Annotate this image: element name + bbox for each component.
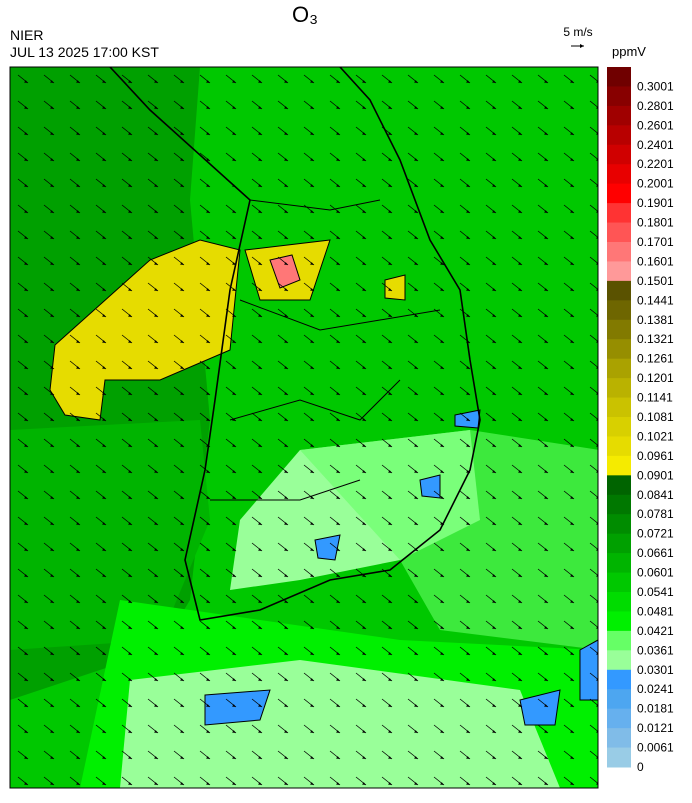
colorbar-label: 0.0541 <box>637 585 674 599</box>
colorbar-band <box>607 203 631 224</box>
colorbar-label: 0.0661 <box>637 546 674 560</box>
colorbar-band <box>607 397 631 418</box>
title: O₃ <box>292 2 318 27</box>
colorbar-label: 0.0241 <box>637 682 674 696</box>
colorbar-band <box>607 689 631 710</box>
colorbar-label: 0.2201 <box>637 157 674 171</box>
colorbar-label: 0.0781 <box>637 507 674 521</box>
colorbar: 0.3001 0.2801 0.2601 0.2401 0.2201 0.2001 0.19… <box>607 67 674 774</box>
colorbar-label: 0.1321 <box>637 332 674 346</box>
colorbar-band <box>607 222 631 243</box>
timestamp: JUL 13 2025 17:00 KST <box>10 44 159 60</box>
colorbar-band <box>607 164 631 185</box>
colorbar-label: 0.0601 <box>637 566 674 580</box>
colorbar-label: 0.0061 <box>637 741 674 755</box>
colorbar-band <box>607 436 631 457</box>
colorbar-band <box>607 86 631 107</box>
colorbar-label: 0.0181 <box>637 702 674 716</box>
colorbar-label: 0.1141 <box>637 391 673 405</box>
map-frame <box>9 66 599 789</box>
colorbar-band <box>607 728 631 749</box>
colorbar-band <box>607 475 631 496</box>
colorbar-band <box>607 747 631 768</box>
colorbar-band <box>607 378 631 399</box>
colorbar-label: 0.0421 <box>637 624 674 638</box>
colorbar-band <box>607 669 631 690</box>
map <box>10 67 598 788</box>
colorbar-label: 0.1261 <box>637 352 674 366</box>
colorbar-label: 0.2801 <box>637 99 674 113</box>
colorbar-band <box>607 280 631 301</box>
colorbar-band <box>607 611 631 632</box>
colorbar-label: 0.1381 <box>637 313 674 327</box>
colorbar-label: 0.0961 <box>637 449 674 463</box>
colorbar-band <box>607 144 631 165</box>
colorbar-label: 0 <box>637 760 644 774</box>
colorbar-band <box>607 358 631 379</box>
wind-scale-arrow <box>571 44 584 48</box>
colorbar-band <box>607 572 631 593</box>
colorbar-band <box>607 708 631 729</box>
colorbar-label: 0.0121 <box>637 721 674 735</box>
colorbar-label: 0.0301 <box>637 663 674 677</box>
colorbar-band <box>607 105 631 126</box>
colorbar-label: 0.1441 <box>637 293 674 307</box>
colorbar-band <box>607 319 631 340</box>
colorbar-label: 0.0901 <box>637 468 674 482</box>
wind-scale-label: 5 m/s <box>563 25 592 39</box>
colorbar-band <box>607 300 631 321</box>
colorbar-band <box>607 514 631 535</box>
colorbar-band <box>607 630 631 651</box>
colorbar-label: 0.2601 <box>637 118 674 132</box>
colorbar-label: 0.0481 <box>637 604 674 618</box>
colorbar-label: 0.1021 <box>637 429 674 443</box>
colorbar-band <box>607 494 631 515</box>
colorbar-unit: ppmV <box>612 44 646 59</box>
colorbar-label: 0.0721 <box>637 527 674 541</box>
colorbar-label: 0.1901 <box>637 196 674 210</box>
colorbar-band <box>607 650 631 671</box>
colorbar-label: 0.1601 <box>637 254 674 268</box>
colorbar-band <box>607 242 631 262</box>
colorbar-band <box>607 455 631 476</box>
colorbar-label: 0.1201 <box>637 371 674 385</box>
colorbar-band <box>607 533 631 554</box>
colorbar-label: 0.2401 <box>637 138 674 152</box>
colorbar-label: 0.2001 <box>637 177 674 191</box>
colorbar-label: 0.1801 <box>637 216 674 230</box>
colorbar-label: 0.1501 <box>637 274 674 288</box>
colorbar-band <box>607 417 631 437</box>
colorbar-label: 0.3001 <box>637 79 674 93</box>
colorbar-band <box>607 261 631 282</box>
colorbar-band <box>607 183 631 204</box>
colorbar-label: 0.0361 <box>637 643 674 657</box>
colorbar-band <box>607 125 631 146</box>
colorbar-band <box>607 339 631 360</box>
colorbar-label: 0.0841 <box>637 488 674 502</box>
agency: NIER <box>10 27 43 43</box>
colorbar-label: 0.1701 <box>637 235 674 249</box>
colorbar-band <box>607 67 631 87</box>
colorbar-label: 0.1081 <box>637 410 674 424</box>
colorbar-band <box>607 553 631 574</box>
colorbar-band <box>607 592 631 612</box>
